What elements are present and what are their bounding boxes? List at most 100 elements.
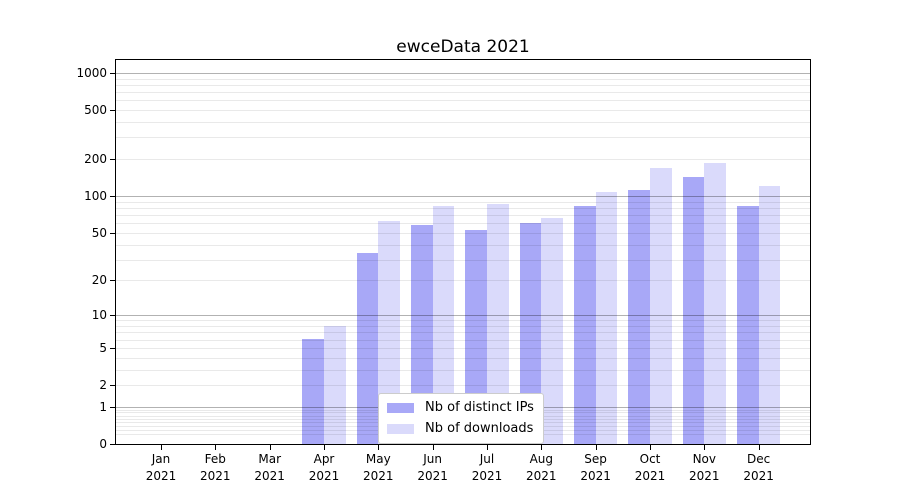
- y-axis-tick-20: [110, 280, 115, 282]
- x-axis-tick-label-nov: Nov 2021: [672, 451, 736, 484]
- gridline-minor-80: [116, 207, 810, 209]
- y-axis-tick-500: [110, 110, 115, 111]
- bar-downloads-nov: [704, 162, 726, 444]
- x-axis-tick-label-may: May 2021: [346, 451, 410, 484]
- gridline-minor-2: [116, 385, 810, 386]
- month-label: Feb: [204, 452, 226, 466]
- y-axis-tick-0: [110, 444, 115, 445]
- bar-downloads-dec: [758, 185, 781, 444]
- month-label: Oct: [639, 452, 661, 466]
- gridline-minor-70: [116, 215, 810, 216]
- gridline-minor-4: [116, 357, 810, 359]
- legend-item-distinct-ips: Nb of distinct IPs: [387, 400, 534, 416]
- gridline-minor-900: [116, 78, 810, 80]
- y-axis-tick-label-1: 1: [99, 399, 107, 414]
- chart-title: ewceData 2021: [396, 37, 530, 57]
- month-label: Aug: [529, 452, 554, 466]
- month-label: Mar: [258, 452, 281, 466]
- gridline-minor-200: [116, 159, 810, 161]
- y-axis-tick-label-50: 50: [91, 225, 107, 240]
- legend-swatch-downloads: [387, 424, 414, 434]
- month-label: Jun: [423, 452, 442, 466]
- bar-downloads-apr: [323, 325, 346, 444]
- year-label: 2021: [689, 468, 720, 483]
- bar-ips-apr: [302, 339, 324, 444]
- legend-label-distinct-ips: Nb of distinct IPs: [425, 400, 534, 415]
- bar-downloads-oct: [649, 167, 672, 444]
- gridline-minor-5: [116, 347, 810, 349]
- gridline-minor-50: [116, 232, 810, 234]
- x-axis-tick-label-jul: Jul 2021: [455, 451, 519, 484]
- y-axis-tick-50: [110, 232, 115, 234]
- x-axis-tick-nov: [704, 445, 706, 450]
- gridline-minor-600: [116, 100, 810, 102]
- year-label: 2021: [580, 468, 611, 483]
- month-label: Jul: [479, 452, 495, 466]
- gridline-minor-300: [116, 137, 810, 139]
- gridline-minor-9: [116, 320, 810, 322]
- month-label: Nov: [692, 452, 716, 466]
- gridline-minor-90: [116, 201, 810, 203]
- x-axis-tick-feb: [215, 445, 217, 450]
- gridline-major-10: [116, 315, 810, 317]
- gridline-major-1000: [116, 72, 810, 74]
- year-label: 2021: [417, 468, 448, 483]
- gridline-minor-20: [116, 280, 810, 282]
- bar-ips-jun: [410, 224, 433, 444]
- y-axis-tick-label-10: 10: [91, 308, 107, 323]
- y-axis-tick-label-2: 2: [99, 378, 107, 392]
- y-axis-tick-1000: [110, 72, 115, 74]
- y-axis-tick-10: [110, 315, 115, 317]
- x-axis-tick-label-sep: Sep 2021: [564, 451, 628, 484]
- y-axis-tick-label-100: 100: [84, 189, 107, 204]
- x-axis-tick-label-feb: Feb 2021: [183, 451, 247, 484]
- x-axis-tick-label-apr: Apr 2021: [292, 451, 356, 484]
- year-label: 2021: [254, 468, 285, 483]
- gridline-minor-60: [116, 223, 810, 225]
- legend: Nb of distinct IPs Nb of downloads: [378, 393, 544, 444]
- x-axis-tick-label-mar: Mar 2021: [238, 451, 302, 484]
- y-axis-tick-5: [110, 347, 115, 349]
- y-axis-tick-1: [110, 406, 115, 408]
- month-label: May: [365, 452, 391, 466]
- gridline-minor-6: [116, 339, 810, 341]
- y-axis-tick-label-500: 500: [84, 103, 107, 117]
- year-label: 2021: [308, 468, 340, 483]
- gridline-minor-800: [116, 84, 810, 86]
- y-axis-tick-label-1000: 1000: [76, 65, 107, 80]
- gridline-major-100: [116, 196, 810, 198]
- month-label: Dec: [746, 452, 771, 466]
- year-label: 2021: [200, 468, 231, 483]
- gridline-minor-400: [116, 122, 810, 123]
- x-axis-tick-label-dec: Dec 2021: [727, 451, 791, 484]
- legend-item-downloads: Nb of downloads: [387, 421, 534, 437]
- x-axis-tick-jan: [161, 445, 162, 450]
- bar-downloads-aug: [541, 218, 563, 444]
- x-axis-tick-aug: [541, 445, 543, 450]
- month-label: Jan: [151, 452, 171, 466]
- legend-swatch-distinct-ips: [387, 403, 414, 413]
- year-label: 2021: [634, 468, 666, 483]
- legend-label-downloads: Nb of downloads: [425, 421, 534, 436]
- bar-ips-aug: [519, 223, 542, 444]
- year-label: 2021: [743, 468, 774, 483]
- year-label: 2021: [471, 468, 503, 483]
- gridline-minor-7: [116, 332, 810, 334]
- x-axis-tick-jul: [487, 445, 488, 450]
- year-label: 2021: [145, 468, 177, 483]
- gridline-minor-8: [116, 326, 810, 327]
- bar-ips-nov: [682, 176, 705, 444]
- bar-ips-oct: [628, 190, 650, 444]
- y-axis-tick-label-0: 0: [99, 437, 107, 451]
- x-axis-tick-mar: [269, 445, 271, 450]
- bar-downloads-may: [378, 220, 400, 444]
- gridline-minor-500: [116, 110, 810, 111]
- x-axis-tick-label-aug: Aug 2021: [509, 451, 573, 484]
- gridline-minor-30: [116, 259, 810, 261]
- y-axis-tick-label-5: 5: [99, 340, 107, 355]
- bar-ips-sep: [573, 205, 596, 444]
- gridline-minor-700: [116, 92, 810, 93]
- month-label: Apr: [313, 452, 335, 466]
- month-label: Sep: [584, 452, 607, 466]
